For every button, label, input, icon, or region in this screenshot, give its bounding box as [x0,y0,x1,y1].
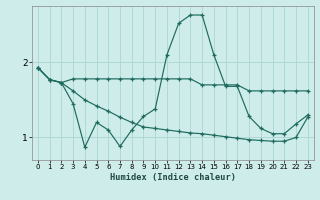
X-axis label: Humidex (Indice chaleur): Humidex (Indice chaleur) [110,173,236,182]
